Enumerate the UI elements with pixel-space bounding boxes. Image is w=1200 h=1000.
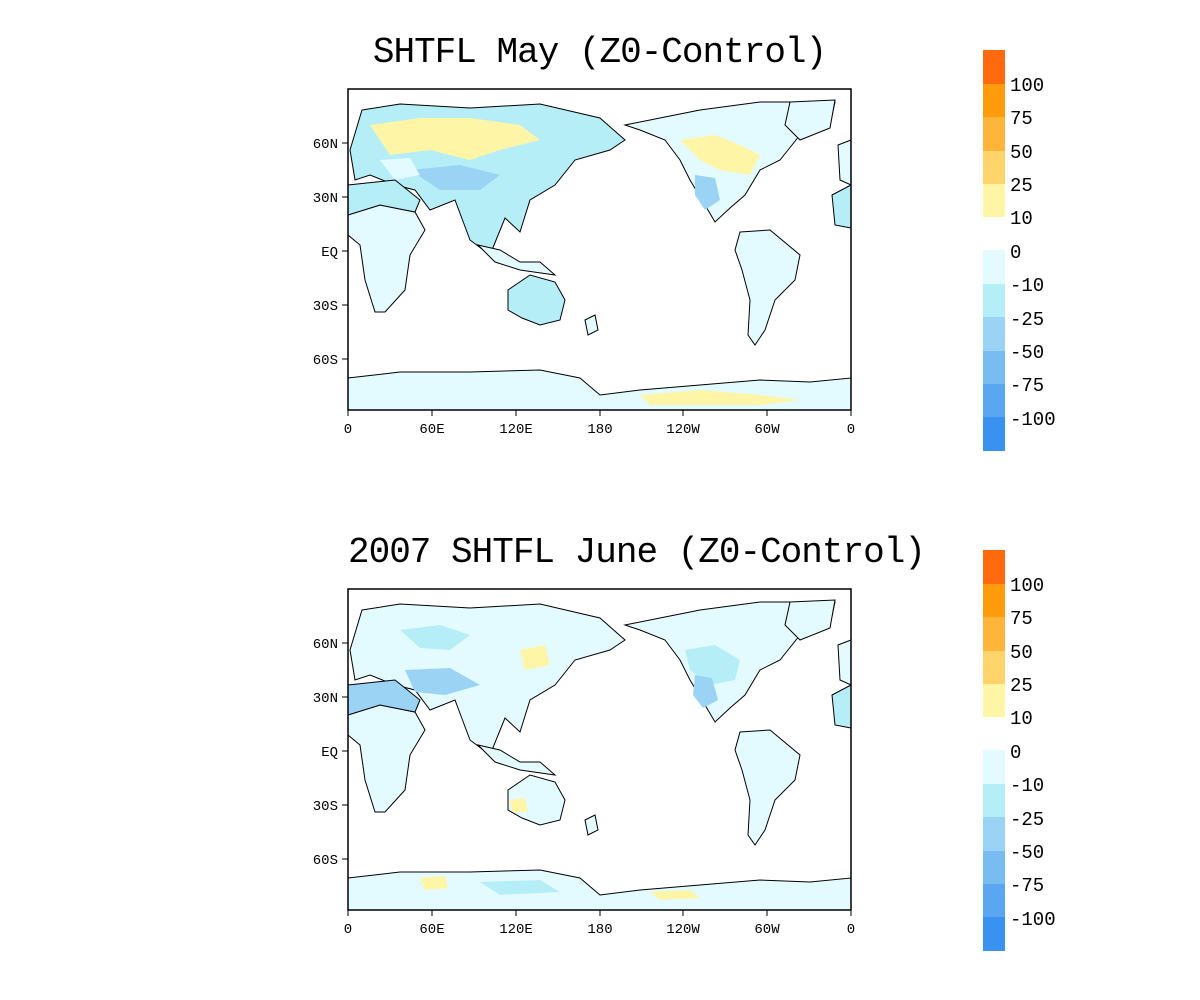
- colorbar-label-25: 25: [1010, 175, 1033, 197]
- colorbar-label-minus75: -75: [1010, 375, 1044, 397]
- colorbar-swatch-pos-1: [983, 584, 1005, 617]
- world-map: 60N 30N EQ 30S 60S 0 60E 120E 180 120W 6…: [313, 588, 855, 938]
- lat-label-60s: 60S: [313, 353, 338, 369]
- colorbar-label-50: 50: [1010, 642, 1033, 664]
- lat-label-30s: 30S: [313, 299, 338, 315]
- lat-label-30n: 30N: [313, 691, 338, 707]
- colorbar: 100 75 50 25 10 0 -10 -25 -50 -75 -100: [983, 550, 1056, 951]
- lat-label-30s: 30S: [313, 799, 338, 815]
- colorbar-swatch-pos-3: [983, 651, 1005, 684]
- colorbar-label-minus25: -25: [1010, 809, 1044, 831]
- colorbar-label-0: 0: [1010, 742, 1021, 764]
- colorbar-swatch-pos-4: [983, 184, 1005, 217]
- colorbar-swatch-neg-3: [983, 351, 1005, 384]
- colorbar-swatch-pos-0: [983, 550, 1005, 584]
- colorbar-swatch-neg-2: [983, 317, 1005, 351]
- lon-label-120e: 120E: [499, 922, 533, 938]
- colorbar-negative: [983, 750, 1005, 951]
- lat-label-30n: 30N: [313, 191, 338, 207]
- world-map: 60N 30N EQ 30S 60S 0 60E 120E 180 120W 6…: [313, 88, 855, 438]
- lat-label-eq: EQ: [321, 745, 338, 761]
- colorbar-swatch-neg-1: [983, 784, 1005, 817]
- lon-label-0: 0: [344, 922, 352, 938]
- colorbar-swatch-neg-1: [983, 284, 1005, 317]
- colorbar-label-minus50: -50: [1010, 842, 1044, 864]
- lat-ticks: [342, 142, 348, 360]
- colorbar-label-100: 100: [1010, 75, 1044, 97]
- colorbar-swatch-neg-5: [983, 917, 1005, 951]
- map-title: 2007 SHTFL June (Z0-Control): [348, 532, 926, 573]
- colorbar-swatch-neg-4: [983, 884, 1005, 917]
- colorbar-label-25: 25: [1010, 675, 1033, 697]
- colorbar-swatch-pos-1: [983, 84, 1005, 117]
- colorbar-swatch-pos-2: [983, 117, 1005, 151]
- colorbar-negative: [983, 250, 1005, 451]
- colorbar-swatch-neg-0: [983, 750, 1005, 784]
- colorbar-swatch-pos-0: [983, 50, 1005, 84]
- colorbar-swatch-pos-4: [983, 684, 1005, 717]
- colorbar-label-minus50: -50: [1010, 342, 1044, 364]
- colorbar-swatch-pos-2: [983, 617, 1005, 651]
- colorbar-swatch-neg-4: [983, 384, 1005, 417]
- lon-ticks: [347, 910, 852, 916]
- lat-ticks: [342, 642, 348, 860]
- colorbar-label-10: 10: [1010, 708, 1033, 730]
- panel-may: SHTFL May (Z0-Control): [313, 32, 1056, 451]
- colorbar-label-minus10: -10: [1010, 275, 1044, 297]
- lon-label-180: 180: [587, 922, 612, 938]
- colorbar-label-50: 50: [1010, 142, 1033, 164]
- colorbar-positive: [983, 550, 1005, 717]
- colorbar-positive: [983, 50, 1005, 217]
- lon-label-120e: 120E: [499, 422, 533, 438]
- lat-label-eq: EQ: [321, 245, 338, 261]
- colorbar-label-0: 0: [1010, 242, 1021, 264]
- map-title: SHTFL May (Z0-Control): [372, 32, 827, 73]
- lat-label-60n: 60N: [313, 637, 338, 653]
- lat-label-60n: 60N: [313, 137, 338, 153]
- lon-label-60e: 60E: [419, 922, 444, 938]
- colorbar-label-minus100: -100: [1010, 909, 1056, 931]
- colorbar-swatch-neg-3: [983, 851, 1005, 884]
- colorbar-label-minus25: -25: [1010, 309, 1044, 331]
- colorbar-label-minus75: -75: [1010, 875, 1044, 897]
- colorbar-label-100: 100: [1010, 575, 1044, 597]
- lon-label-120w: 120W: [666, 422, 700, 438]
- lon-label-120w: 120W: [666, 922, 700, 938]
- lat-label-60s: 60S: [313, 853, 338, 869]
- colorbar: 100 75 50 25 10 0 -10 -25 -50 -75 -100: [983, 50, 1056, 451]
- panel-june: 2007 SHTFL June (Z0-Control): [0, 500, 1200, 1000]
- lon-ticks: [347, 410, 852, 416]
- colorbar-label-75: 75: [1010, 108, 1033, 130]
- colorbar-label-minus100: -100: [1010, 409, 1056, 431]
- colorbar-swatch-neg-5: [983, 417, 1005, 451]
- lon-label-180: 180: [587, 422, 612, 438]
- land-fill: [347, 99, 852, 411]
- colorbar-label-75: 75: [1010, 608, 1033, 630]
- lon-label-0-end: 0: [847, 922, 855, 938]
- colorbar-label-10: 10: [1010, 208, 1033, 230]
- lon-label-60e: 60E: [419, 422, 444, 438]
- colorbar-swatch-pos-3: [983, 151, 1005, 184]
- lon-label-60w: 60W: [754, 922, 780, 938]
- lon-label-60w: 60W: [754, 422, 780, 438]
- colorbar-swatch-neg-0: [983, 250, 1005, 284]
- lon-label-0: 0: [344, 422, 352, 438]
- colorbar-label-minus10: -10: [1010, 775, 1044, 797]
- land-fill: [347, 599, 852, 911]
- lon-label-0-end: 0: [847, 422, 855, 438]
- colorbar-swatch-neg-2: [983, 817, 1005, 851]
